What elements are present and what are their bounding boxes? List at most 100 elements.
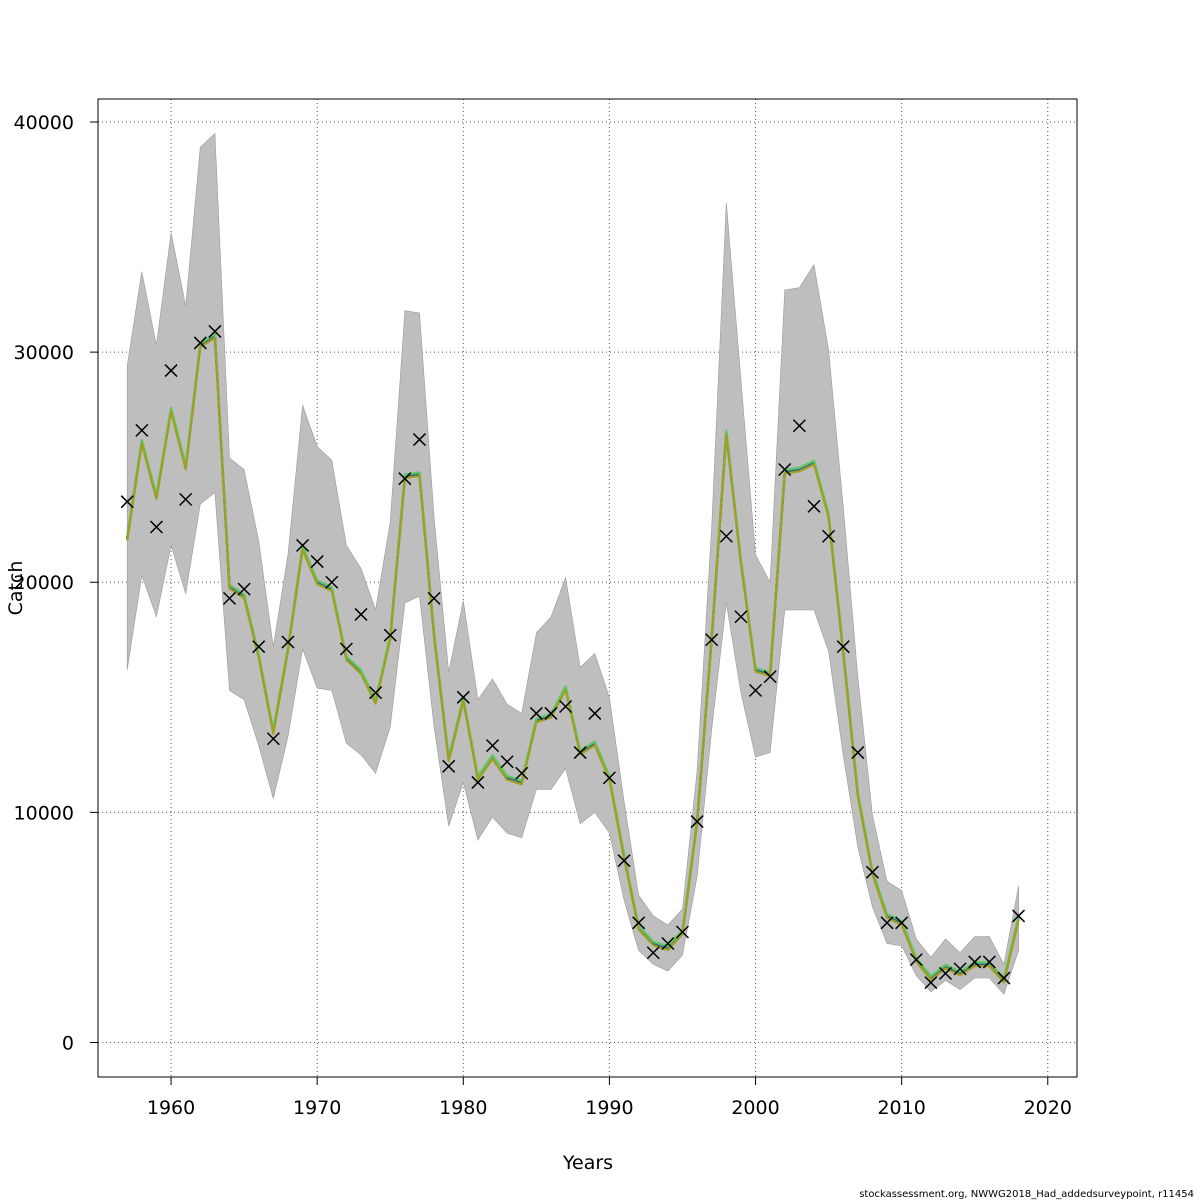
observed-point xyxy=(807,499,821,513)
observed-point-stroke xyxy=(485,739,500,753)
observed-point-stroke xyxy=(573,746,587,760)
y-tick-label: 30000 xyxy=(14,342,74,364)
observed-point-stroke xyxy=(690,815,704,829)
y-tick-label: 40000 xyxy=(14,112,74,134)
observed-point-stroke xyxy=(471,775,485,789)
observed-point-stroke xyxy=(456,690,470,704)
observed-point xyxy=(734,610,748,624)
observed-point-stroke xyxy=(281,635,295,649)
observed-point xyxy=(749,683,763,697)
observed-point-stroke xyxy=(924,976,938,990)
observed-point-stroke xyxy=(325,575,339,589)
observed-point xyxy=(296,538,310,552)
observed-point-stroke xyxy=(266,732,280,746)
observed-point-stroke xyxy=(632,916,646,930)
observed-point xyxy=(778,462,792,477)
observed-point xyxy=(588,706,602,720)
observed-point-stroke xyxy=(734,610,748,624)
observed-point-stroke xyxy=(822,529,836,543)
observed-point xyxy=(895,916,909,930)
observed-point-stroke xyxy=(427,591,441,605)
observed-point xyxy=(412,433,426,447)
observed-point xyxy=(924,976,938,990)
observed-point xyxy=(369,686,383,700)
observed-point xyxy=(281,635,295,649)
observed-point-stroke xyxy=(544,706,558,720)
observed-point xyxy=(383,628,397,642)
observed-point-stroke xyxy=(763,670,777,684)
observed-point xyxy=(661,937,675,951)
observed-point xyxy=(266,732,280,746)
observed-point-stroke xyxy=(164,364,178,378)
observed-point-stroke xyxy=(398,472,412,486)
observed-point xyxy=(646,946,660,960)
observed-point-stroke xyxy=(559,699,573,714)
x-tick-label: 2000 xyxy=(731,1097,779,1119)
x-tick-label: 1960 xyxy=(147,1097,195,1119)
observed-point-stroke xyxy=(179,492,193,506)
confidence-band-area xyxy=(126,132,1019,995)
observed-point xyxy=(164,364,178,378)
observed-point-stroke xyxy=(588,706,602,720)
observed-point-stroke xyxy=(749,683,763,697)
observed-point-stroke xyxy=(120,495,134,509)
observed-point xyxy=(602,771,616,785)
observed-point xyxy=(763,670,777,684)
observed-point-stroke xyxy=(237,582,251,596)
observed-point-stroke xyxy=(982,955,996,969)
observed-point-stroke xyxy=(778,462,792,477)
observed-point xyxy=(559,699,573,714)
observed-point-stroke xyxy=(719,529,733,543)
observed-point xyxy=(354,607,368,621)
x-tick-label: 2020 xyxy=(1024,1097,1072,1119)
observed-point xyxy=(529,706,543,720)
observed-point xyxy=(617,854,631,868)
observed-point xyxy=(953,962,967,976)
x-tick-label: 1990 xyxy=(585,1097,633,1119)
observed-point-stroke xyxy=(953,962,967,976)
observed-point xyxy=(836,640,850,654)
observed-point xyxy=(851,746,865,760)
observed-point xyxy=(865,865,879,879)
observed-point-stroke xyxy=(310,555,324,569)
observed-point xyxy=(544,706,558,720)
observed-point xyxy=(632,916,646,930)
x-tick-label: 2010 xyxy=(877,1097,925,1119)
observed-point-stroke xyxy=(369,686,383,700)
observed-points xyxy=(120,324,1026,990)
observed-point xyxy=(719,529,733,543)
observed-point xyxy=(222,591,237,605)
fitted-line xyxy=(126,336,1020,984)
observed-point xyxy=(515,766,529,780)
observed-point xyxy=(179,492,193,506)
observed-point-stroke xyxy=(529,706,543,720)
axes: 1960 1970 1980 1990 2000 2010 2020 0 10000 20000 3… xyxy=(14,112,1072,1119)
observed-point xyxy=(193,336,207,350)
x-axis-title: Years xyxy=(562,1152,613,1174)
x-tick-label: 1980 xyxy=(439,1097,487,1119)
observed-point xyxy=(485,739,500,753)
observed-point xyxy=(880,916,894,930)
observed-point-stroke xyxy=(208,324,222,338)
y-tick-label: 10000 xyxy=(14,802,74,824)
y-tick-label: 0 xyxy=(62,1032,74,1054)
observed-point xyxy=(442,759,456,773)
observed-point xyxy=(500,755,514,769)
observed-point xyxy=(325,575,339,589)
observed-point xyxy=(909,953,923,967)
observed-point xyxy=(339,642,353,656)
observed-point-stroke xyxy=(135,423,149,437)
observed-point xyxy=(456,690,470,704)
observed-point-stroke xyxy=(646,946,660,960)
observed-point-stroke xyxy=(807,499,821,513)
observed-point xyxy=(792,419,806,433)
observed-point-stroke xyxy=(442,759,456,773)
observed-point xyxy=(310,555,324,569)
observed-point-stroke xyxy=(792,419,806,433)
observed-point-stroke xyxy=(193,336,207,350)
confidence-band xyxy=(126,132,1019,995)
observed-point-stroke xyxy=(412,433,426,447)
observed-point xyxy=(705,633,719,647)
observed-point-stroke xyxy=(675,925,690,939)
observed-point xyxy=(675,925,690,939)
